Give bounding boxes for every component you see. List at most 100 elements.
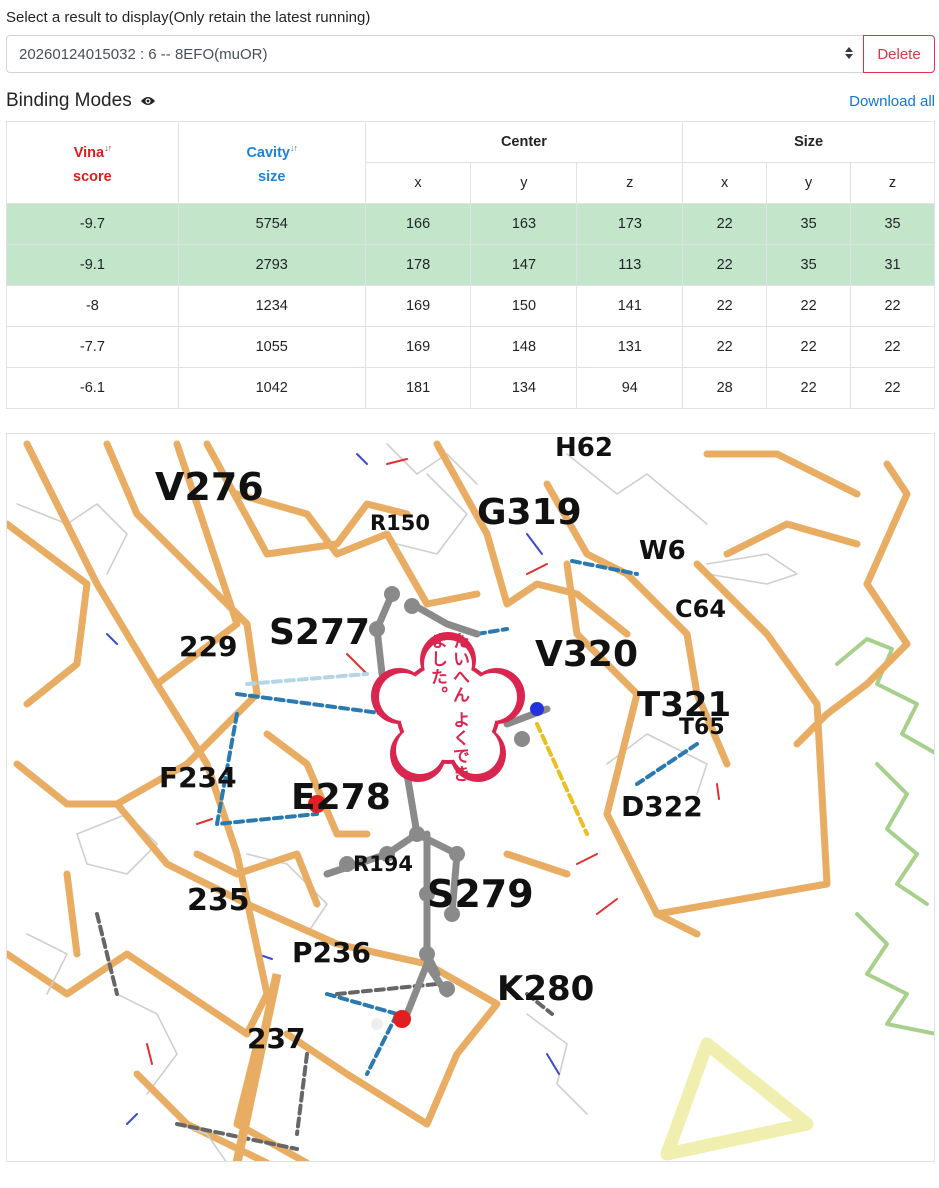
cavity-size-cell: 2793 bbox=[177, 244, 366, 286]
sort-icon[interactable]: ↓↑ bbox=[289, 143, 298, 154]
residue-label: D322 bbox=[621, 790, 703, 823]
residue-label: T65 bbox=[679, 715, 725, 740]
residue-label: W6 bbox=[639, 536, 686, 566]
center-z-cell: 141 bbox=[576, 285, 684, 327]
center-x-cell: 169 bbox=[364, 285, 472, 327]
v277-tube bbox=[232, 973, 282, 1161]
center-y-cell: 147 bbox=[470, 244, 578, 286]
size-x-header: x bbox=[682, 162, 768, 204]
center-x-cell: 169 bbox=[364, 326, 472, 368]
size-y-cell: 35 bbox=[766, 244, 852, 286]
binding-modes-table: Vina↓↑ score Cavity↓↑ size Center Size x… bbox=[6, 121, 935, 409]
residue-label: T321 bbox=[637, 685, 731, 725]
vina-score-cell: -9.7 bbox=[6, 203, 179, 245]
result-select-label: Select a result to display(Only retain t… bbox=[6, 9, 371, 26]
size-z-cell: 22 bbox=[850, 285, 935, 327]
center-header: Center bbox=[364, 121, 684, 163]
residue-label: P236 bbox=[292, 936, 371, 969]
center-z-cell: 173 bbox=[576, 203, 684, 245]
binding-modes-title: Binding Modes bbox=[6, 90, 132, 111]
center-y-cell: 163 bbox=[470, 203, 578, 245]
bond-thin-lines bbox=[26, 933, 227, 1161]
flower-stamp-icon bbox=[371, 632, 525, 782]
residue-label: F234 bbox=[159, 761, 237, 794]
residue-label: S277 bbox=[269, 612, 370, 653]
center-z-cell: 113 bbox=[576, 244, 684, 286]
cavity-size-cell: 1055 bbox=[177, 326, 366, 368]
residue-label: R194 bbox=[353, 852, 413, 876]
center-x-cell: 166 bbox=[364, 203, 472, 245]
residue-label: 229 bbox=[179, 630, 237, 663]
result-select-value: 20260124015032 : 6 -- 8EFO(muOR) bbox=[19, 45, 268, 63]
residue-labels: V276 H62 R150 G319 W6 C64 S277 229 V320 … bbox=[155, 434, 731, 1055]
download-all-link[interactable]: Download all bbox=[849, 93, 935, 110]
residue-label: R150 bbox=[370, 511, 430, 535]
residue-label: H62 bbox=[555, 434, 613, 463]
table-row[interactable]: -8 1234 169 150 141 22 22 22 bbox=[6, 285, 935, 327]
center-x-cell: 181 bbox=[364, 367, 472, 409]
vina-score-cell: -8 bbox=[6, 285, 179, 327]
residue-label: C64 bbox=[675, 595, 726, 623]
center-y-header: y bbox=[470, 162, 578, 204]
residue-label: E278 bbox=[291, 777, 391, 818]
residue-label: V320 bbox=[535, 634, 638, 675]
result-select[interactable]: 20260124015032 : 6 -- 8EFO(muOR) bbox=[6, 35, 863, 73]
center-y-cell: 134 bbox=[470, 367, 578, 409]
size-z-header: z bbox=[850, 162, 935, 204]
size-z-cell: 31 bbox=[850, 244, 935, 286]
residue-label: G319 bbox=[477, 492, 582, 533]
vina-score-cell: -7.7 bbox=[6, 326, 179, 368]
table-row[interactable]: -9.1 2793 178 147 113 22 35 31 bbox=[6, 244, 935, 286]
size-header: Size bbox=[682, 121, 935, 163]
center-z-cell: 94 bbox=[576, 367, 684, 409]
eye-icon[interactable] bbox=[140, 95, 156, 107]
size-x-cell: 22 bbox=[682, 326, 768, 368]
residue-label: 235 bbox=[187, 883, 250, 918]
hbond-dashes bbox=[95, 559, 699, 1151]
ligand-atoms bbox=[308, 586, 544, 1030]
molecule-canvas[interactable]: V276 H62 R150 G319 W6 C64 S277 229 V320 … bbox=[7, 434, 935, 1162]
molecule-viewer[interactable]: V276 H62 R150 G319 W6 C64 S277 229 V320 … bbox=[6, 433, 935, 1162]
table-row[interactable]: -9.7 5754 166 163 173 22 35 35 bbox=[6, 203, 935, 245]
table-row[interactable]: -6.1 1042 181 134 94 28 22 22 bbox=[6, 367, 935, 409]
size-z-cell: 22 bbox=[850, 367, 935, 409]
size-y-cell: 22 bbox=[766, 285, 852, 327]
vina-score-header[interactable]: Vina↓↑ score bbox=[6, 121, 179, 204]
size-y-header: y bbox=[766, 162, 852, 204]
cone-triangle bbox=[660, 1037, 814, 1161]
center-y-cell: 148 bbox=[470, 326, 578, 368]
center-z-cell: 131 bbox=[576, 326, 684, 368]
size-y-cell: 35 bbox=[766, 203, 852, 245]
center-z-header: z bbox=[576, 162, 684, 204]
cavity-size-cell: 5754 bbox=[177, 203, 366, 245]
size-y-cell: 22 bbox=[766, 326, 852, 368]
praise-stamp: たいへん よくでき ました。 bbox=[364, 632, 532, 792]
residue-label: 237 bbox=[247, 1022, 305, 1055]
delete-button[interactable]: Delete bbox=[863, 35, 935, 73]
cavity-size-cell: 1234 bbox=[177, 285, 366, 327]
binding-modes-heading: Binding Modes bbox=[6, 90, 156, 112]
residue-label: S279 bbox=[427, 872, 534, 916]
cavity-size-cell: 1042 bbox=[177, 367, 366, 409]
cavity-size-header[interactable]: Cavity↓↑ size bbox=[177, 121, 366, 204]
size-z-cell: 35 bbox=[850, 203, 935, 245]
size-x-cell: 22 bbox=[682, 244, 768, 286]
stamp-text: たいへん よくでき ました。 bbox=[427, 632, 469, 783]
residue-label: V276 bbox=[155, 465, 264, 509]
table-row[interactable]: -7.7 1055 169 148 131 22 22 22 bbox=[6, 326, 935, 368]
select-arrows-icon bbox=[845, 47, 853, 59]
protein-backbone bbox=[7, 440, 911, 1161]
center-y-cell: 150 bbox=[470, 285, 578, 327]
center-x-header: x bbox=[364, 162, 472, 204]
size-x-cell: 22 bbox=[682, 203, 768, 245]
size-z-cell: 22 bbox=[850, 326, 935, 368]
vina-score-cell: -6.1 bbox=[6, 367, 179, 409]
result-select-row: 20260124015032 : 6 -- 8EFO(muOR) Delete bbox=[6, 35, 935, 73]
residue-label: K280 bbox=[497, 969, 594, 1009]
secondary-chain bbox=[835, 637, 934, 1036]
size-x-cell: 28 bbox=[682, 367, 768, 409]
atom-tick-marks bbox=[106, 453, 720, 1125]
vina-score-cell: -9.1 bbox=[6, 244, 179, 286]
center-x-cell: 178 bbox=[364, 244, 472, 286]
sort-icon[interactable]: ↓↑ bbox=[104, 143, 112, 154]
